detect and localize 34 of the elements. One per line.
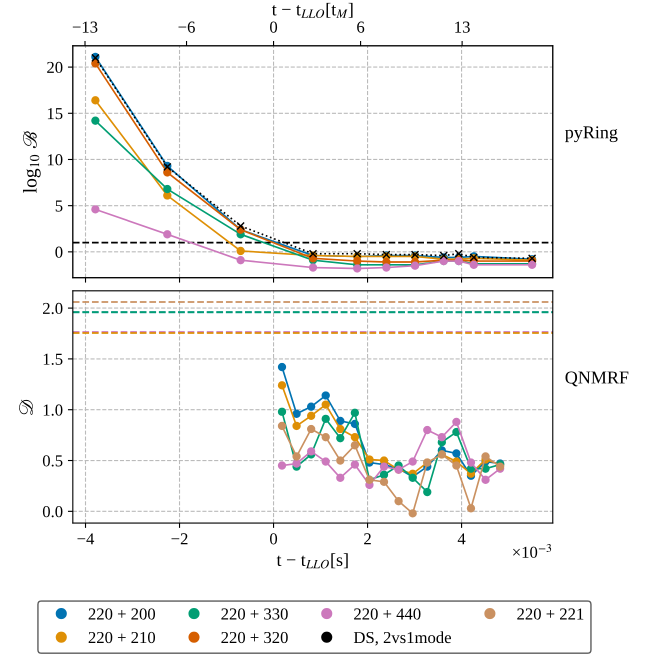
y-tick-label: 0 — [55, 246, 62, 258]
x2-tick-label: 0 — [270, 21, 278, 33]
x-axis-title: t − t$_{LLO}$[s] — [276, 553, 348, 568]
legend-label: 220 + 221 — [517, 608, 584, 620]
y-tick-label: 10 — [48, 154, 62, 166]
x2-tick-label: 13 — [455, 22, 470, 33]
x-tick-label: −4 — [77, 533, 94, 544]
y-tick-label: 1.0 — [44, 404, 62, 416]
y-tick-label: 5 — [56, 200, 62, 212]
y-tick-label: 0.5 — [42, 455, 62, 467]
x-tick-label: −2 — [171, 533, 188, 544]
y-tick-label: 20 — [47, 62, 62, 74]
y-axis-title: log$_{10}$ ℬ — [22, 131, 41, 193]
legend-label: 220 + 200 — [88, 608, 156, 620]
x2-axis-title: t − t$_{LLO}$[t$_{M}$] — [272, 2, 353, 18]
x-tick-label: 0 — [270, 533, 278, 544]
text: ×10$^{−3}$ — [513, 544, 552, 558]
y-tick-label: 0.0 — [42, 506, 62, 518]
legend-label: 220 + 330 — [221, 608, 288, 620]
y-tick-label: 1.5 — [44, 354, 62, 365]
x-tick-label: 4 — [458, 533, 466, 544]
y-tick-label: 15 — [48, 108, 62, 120]
legend-label: 220 + 320 — [221, 632, 288, 644]
x-tick-label: 2 — [364, 533, 371, 544]
x2-tick-label: −6 — [178, 22, 195, 33]
text: QNMRF — [566, 371, 628, 386]
text: pyRing — [565, 126, 618, 142]
x2-tick-label: −13 — [72, 22, 98, 33]
y-axis-title: 𝒟 — [19, 400, 33, 415]
legend-label: 220 + 210 — [88, 632, 156, 644]
legend-label: DS, 2vs1mode — [354, 631, 451, 646]
x2-tick-label: 6 — [357, 22, 364, 33]
legend-label: 220 + 440 — [354, 608, 421, 620]
y-tick-label: 2.0 — [42, 302, 62, 314]
